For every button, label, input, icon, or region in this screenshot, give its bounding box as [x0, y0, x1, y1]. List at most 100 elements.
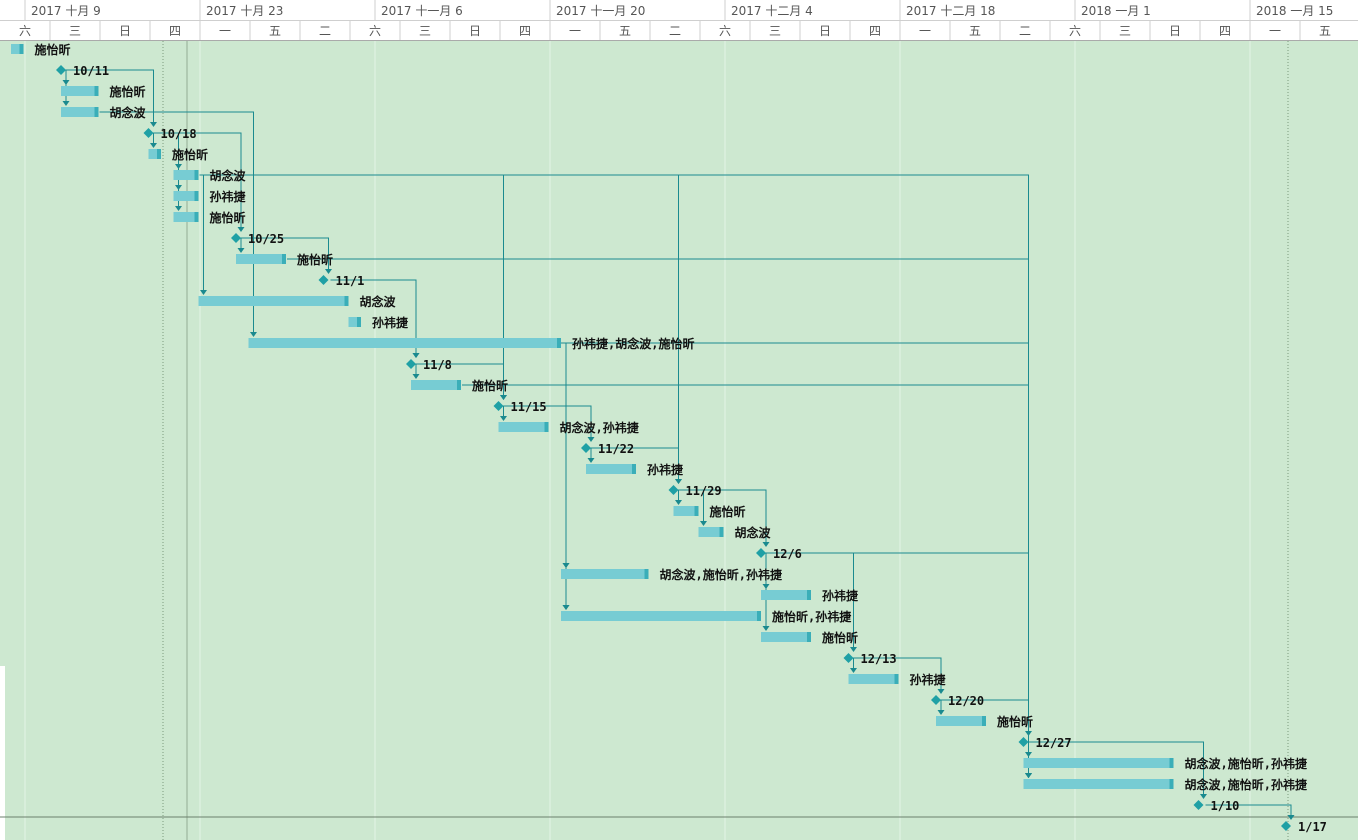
task-bar	[198, 296, 349, 306]
task-label: 孙祎捷	[372, 315, 409, 330]
task-label: 施怡昕,孙祎捷	[772, 609, 852, 624]
task-label: 孙祎捷,胡念波,施怡昕	[572, 336, 694, 351]
task-bar	[561, 611, 761, 621]
milestone-marker	[1281, 821, 1291, 831]
task-bar	[61, 86, 99, 96]
day-header: 五	[1319, 24, 1331, 38]
milestone-label: 12/6	[773, 547, 802, 561]
task-label: 孙祎捷	[822, 588, 859, 603]
day-header: 四	[1219, 24, 1231, 38]
link-arrow	[587, 458, 595, 463]
task-bar	[11, 44, 24, 54]
task-bar	[561, 569, 649, 579]
task-bar-end	[94, 86, 99, 96]
dependency-link	[330, 279, 417, 357]
task-bar-end	[807, 632, 811, 642]
week-header: 2017 十二月 18	[906, 4, 995, 18]
gantt-rows: 施怡昕10/11施怡昕胡念波10/18施怡昕胡念波孙祎捷施怡昕10/25施怡昕1…	[11, 42, 1327, 834]
task-label: 胡念波,施怡昕,孙祎捷	[1185, 756, 1308, 771]
day-header: 日	[1169, 24, 1181, 38]
task-bar	[236, 254, 286, 264]
day-header: 六	[1069, 24, 1081, 38]
milestone-label: 10/18	[161, 127, 197, 141]
link-arrow	[500, 416, 507, 421]
task-label: 孙祎捷	[647, 462, 684, 477]
milestone-label: 11/22	[598, 442, 634, 456]
task-label: 胡念波,孙祎捷	[560, 420, 640, 435]
milestone-marker	[843, 653, 854, 663]
day-header: 日	[819, 24, 831, 38]
task-label: 施怡昕	[172, 147, 208, 162]
dependency-link	[1030, 741, 1204, 798]
milestone-label: 12/27	[1036, 736, 1072, 750]
task-bar	[173, 191, 199, 201]
day-header: 四	[519, 24, 531, 38]
milestone-marker	[406, 359, 416, 369]
day-header: 三	[769, 24, 781, 38]
task-bar	[498, 422, 549, 432]
milestone-label: 11/15	[511, 400, 547, 414]
task-bar	[586, 464, 636, 474]
task-bar-end	[344, 296, 349, 306]
task-bar-end	[694, 506, 699, 516]
milestone-label: 11/29	[686, 484, 722, 498]
day-header: 六	[369, 24, 381, 38]
day-header: 五	[619, 24, 631, 38]
milestone-label: 10/11	[73, 64, 109, 78]
task-bar-end	[194, 191, 199, 201]
day-header: 三	[1119, 24, 1131, 38]
link-arrow	[1025, 731, 1032, 736]
link-arrow	[562, 605, 570, 610]
timeline-header: 2017 十月 9 2017 十月 23 2017 十一月 6 2017 十一月 20…	[0, 0, 1358, 41]
link-arrow	[700, 521, 707, 526]
task-label: 施怡昕	[110, 84, 146, 99]
link-arrow	[412, 374, 420, 379]
milestone-marker	[668, 485, 679, 495]
task-label: 施怡昕	[997, 714, 1033, 729]
day-header: 五	[269, 24, 281, 38]
day-header: 二	[669, 24, 681, 38]
link-arrow	[1200, 794, 1207, 799]
day-header: 日	[119, 24, 131, 38]
link-arrow	[250, 332, 257, 337]
milestone-marker	[318, 275, 329, 285]
task-bar	[1023, 758, 1174, 768]
dependency-link	[1205, 804, 1292, 819]
link-arrow	[150, 143, 157, 148]
week-header: 2017 十月 23	[206, 4, 283, 18]
task-bar	[248, 338, 561, 348]
task-bar	[61, 107, 99, 117]
week-header: 2017 十一月 20	[556, 4, 645, 18]
task-bar	[173, 170, 199, 180]
link-arrow	[200, 290, 207, 295]
milestone-label: 12/13	[861, 652, 897, 666]
link-arrow	[175, 206, 182, 211]
link-arrow	[150, 122, 157, 127]
link-arrow	[850, 668, 857, 673]
task-bar-end	[719, 527, 724, 537]
task-bar-end	[544, 422, 549, 432]
day-header: 三	[419, 24, 431, 38]
task-bar-end	[1169, 779, 1174, 789]
dependency-link	[855, 657, 942, 693]
task-label: 胡念波	[360, 294, 397, 309]
link-arrow	[1025, 773, 1032, 778]
task-bar	[936, 716, 986, 726]
day-header: 二	[319, 24, 331, 38]
milestone-label: 1/17	[1298, 820, 1327, 834]
dependency-link	[68, 69, 154, 126]
day-header: 六	[719, 24, 731, 38]
task-bar	[173, 212, 199, 222]
day-header: 一	[919, 24, 931, 38]
task-label: 胡念波,施怡昕,孙祎捷	[1185, 777, 1308, 792]
milestone-marker	[231, 233, 241, 243]
milestone-marker	[56, 65, 66, 75]
day-header: 六	[19, 24, 31, 38]
day-header: 四	[869, 24, 881, 38]
task-label: 施怡昕	[472, 378, 508, 393]
link-arrow	[762, 542, 770, 547]
link-arrow	[500, 395, 507, 400]
task-bar	[761, 590, 811, 600]
milestone-marker	[493, 401, 504, 411]
milestone-marker	[1193, 800, 1204, 810]
